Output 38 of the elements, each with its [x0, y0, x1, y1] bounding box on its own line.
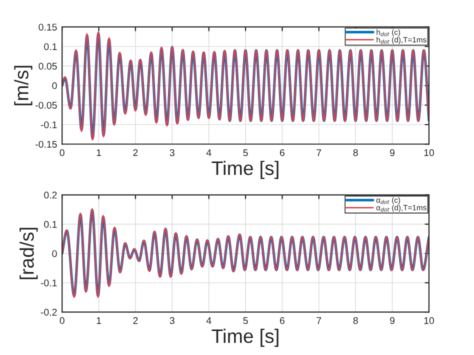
- x-tick-label: 6: [280, 317, 284, 324]
- x-tick-label: 4: [206, 317, 212, 324]
- y-tick-label: -0.15: [36, 140, 57, 148]
- x-tick-label: 2: [133, 317, 138, 324]
- y-tick-label: 0.1: [44, 43, 57, 50]
- x-tick-label: 5: [243, 317, 248, 324]
- y-tick-label: 0.15: [38, 24, 57, 31]
- y-tick-label: -0.05: [36, 102, 57, 109]
- y-tick-label: -0.2: [40, 308, 57, 316]
- x-axis-title: Time [s]: [212, 328, 278, 347]
- x-axis-title: Time [s]: [212, 160, 278, 179]
- x-tick-label: 8: [353, 149, 358, 156]
- x-tick-label: 10: [424, 317, 434, 324]
- y-tick-label: 0.1: [44, 220, 57, 228]
- x-tick-label: 3: [170, 149, 174, 156]
- x-tick-label: 3: [170, 317, 174, 324]
- x-tick-label: 1: [96, 317, 102, 324]
- y-tick-label: 0.05: [38, 62, 57, 70]
- y-tick-label: 0.2: [44, 192, 57, 199]
- x-tick-label: 4: [206, 149, 212, 156]
- x-tick-label: 2: [133, 149, 138, 156]
- x-tick-label: 6: [280, 149, 284, 156]
- x-tick-label: 1: [96, 149, 102, 156]
- y-axis-title: [rad/s]: [20, 228, 38, 280]
- y-tick-label: -0.1: [40, 121, 57, 128]
- x-tick-label: 0: [60, 317, 64, 324]
- y-axis-title: [m/s]: [14, 66, 32, 106]
- x-tick-label: 0: [60, 149, 64, 156]
- x-tick-label: 9: [390, 149, 395, 156]
- x-tick-label: 7: [316, 149, 322, 156]
- x-tick-label: 10: [424, 149, 434, 156]
- x-tick-label: 7: [316, 317, 322, 324]
- x-tick-label: 9: [390, 317, 395, 324]
- x-tick-label: 5: [243, 149, 248, 156]
- y-tick-label: -0.1: [40, 279, 57, 286]
- x-tick-label: 8: [353, 317, 358, 324]
- y-tick-label: 0: [52, 82, 57, 90]
- y-tick-label: 0: [52, 250, 57, 258]
